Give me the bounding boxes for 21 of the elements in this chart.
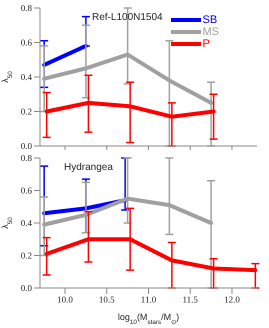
legend-label: SB	[202, 14, 218, 26]
y-tick-label: 0.8	[20, 3, 32, 14]
y-tick-label: 0.0	[20, 141, 32, 152]
x-axis-title: log$_{10}$(M$_{stars}$/M$_{⊙}$)	[118, 312, 180, 326]
legend-label: MS	[202, 26, 219, 38]
x-tick-label: 11.0	[140, 294, 157, 304]
x-tick-label: 11.5	[182, 294, 198, 304]
y-tick-label: 0.2	[20, 250, 32, 261]
y-tick-label: 0.6	[20, 38, 32, 48]
legend-label: P	[202, 38, 210, 50]
y-tick-label: 0.4	[20, 218, 32, 228]
x-tick-label: 12.0	[224, 294, 240, 304]
x-tick-label: 10.5	[98, 294, 116, 304]
y-tick-label: 0.8	[20, 153, 32, 164]
y-tick-label: 0.4	[20, 72, 32, 82]
y-tick-label: 0.0	[20, 283, 32, 294]
x-tick-label: 10.0	[57, 294, 74, 304]
annotation: Ref-L100N1504	[92, 12, 163, 23]
annotation: Hydrangea	[64, 162, 113, 173]
y-tick-label: 0.6	[20, 186, 32, 196]
y-tick-label: 0.2	[20, 106, 32, 117]
